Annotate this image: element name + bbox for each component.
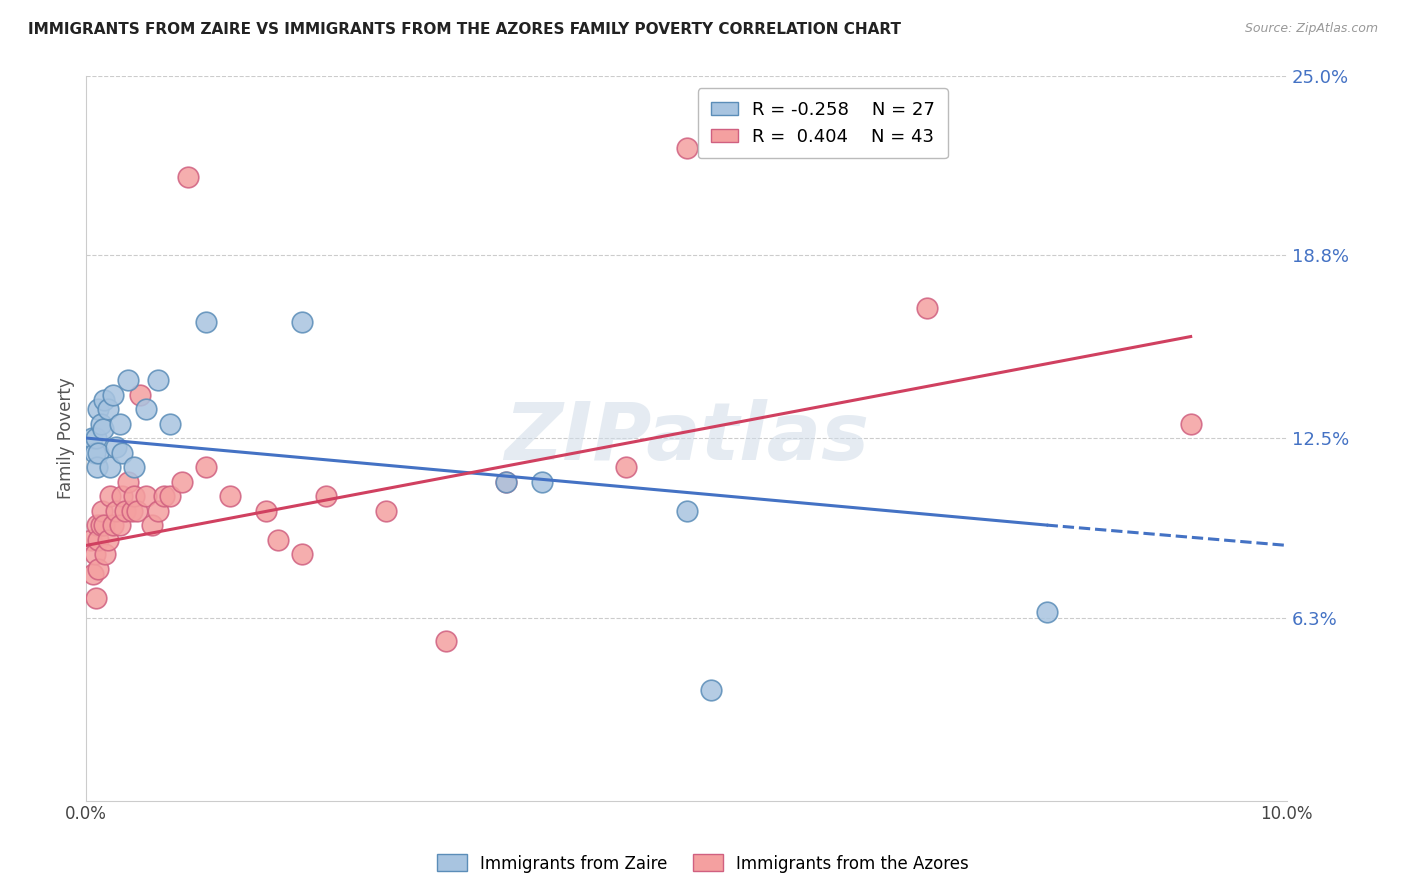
Point [87, 445, 110, 459]
Point [291, 547, 314, 561]
Text: Source: ZipAtlas.com: Source: ZipAtlas.com [1244, 22, 1378, 36]
Point [375, 503, 398, 517]
Point [117, 475, 139, 489]
Point [101, 518, 124, 533]
Point [114, 503, 136, 517]
Point [495, 475, 517, 489]
Point [105, 503, 128, 517]
Point [82, 567, 104, 582]
Point [141, 518, 163, 533]
Point [97, 402, 120, 417]
Point [82, 431, 104, 445]
Point [87, 402, 110, 417]
Point [124, 489, 146, 503]
Point [616, 460, 638, 475]
Point [675, 141, 697, 155]
Y-axis label: Family Poverty: Family Poverty [58, 377, 75, 499]
Point [86, 518, 108, 533]
Point [86, 460, 108, 475]
Point [219, 489, 242, 503]
Point [84, 591, 107, 605]
Point [117, 373, 139, 387]
Point [105, 440, 128, 454]
Point [436, 634, 458, 648]
Point [98, 460, 121, 475]
Point [315, 489, 337, 503]
Point [148, 503, 170, 517]
Point [83, 445, 105, 459]
Point [195, 315, 218, 329]
Point [124, 460, 146, 475]
Point [254, 503, 277, 517]
Legend: Immigrants from Zaire, Immigrants from the Azores: Immigrants from Zaire, Immigrants from t… [430, 847, 976, 880]
Point [80, 533, 103, 547]
Point [291, 315, 314, 329]
Point [195, 460, 218, 475]
Point [177, 169, 200, 184]
Point [87, 561, 110, 575]
Point [159, 417, 181, 431]
Point [97, 533, 120, 547]
Point [159, 489, 181, 503]
Point [93, 393, 115, 408]
Point [675, 503, 697, 517]
Point [125, 503, 148, 517]
Point [94, 547, 117, 561]
Point [129, 387, 152, 401]
Point [108, 417, 131, 431]
Point [531, 475, 554, 489]
Point [111, 489, 134, 503]
Point [111, 445, 134, 459]
Point [135, 489, 157, 503]
Point [1035, 605, 1057, 619]
Point [108, 518, 131, 533]
Point [135, 402, 157, 417]
Point [87, 533, 110, 547]
Point [83, 547, 105, 561]
Point [90, 417, 112, 431]
Point [495, 475, 517, 489]
Legend: R = -0.258    N = 27, R =  0.404    N = 43: R = -0.258 N = 27, R = 0.404 N = 43 [697, 88, 948, 159]
Point [172, 475, 194, 489]
Point [699, 683, 721, 698]
Text: ZIPatlas: ZIPatlas [503, 399, 869, 477]
Text: IMMIGRANTS FROM ZAIRE VS IMMIGRANTS FROM THE AZORES FAMILY POVERTY CORRELATION C: IMMIGRANTS FROM ZAIRE VS IMMIGRANTS FROM… [28, 22, 901, 37]
Point [91, 422, 114, 436]
Point [98, 489, 121, 503]
Point [93, 518, 115, 533]
Point [153, 489, 176, 503]
Point [148, 373, 170, 387]
Point [101, 387, 124, 401]
Point [1180, 417, 1202, 431]
Point [84, 431, 107, 445]
Point [121, 503, 143, 517]
Point [915, 301, 938, 315]
Point [90, 518, 112, 533]
Point [90, 503, 112, 517]
Point [267, 533, 290, 547]
